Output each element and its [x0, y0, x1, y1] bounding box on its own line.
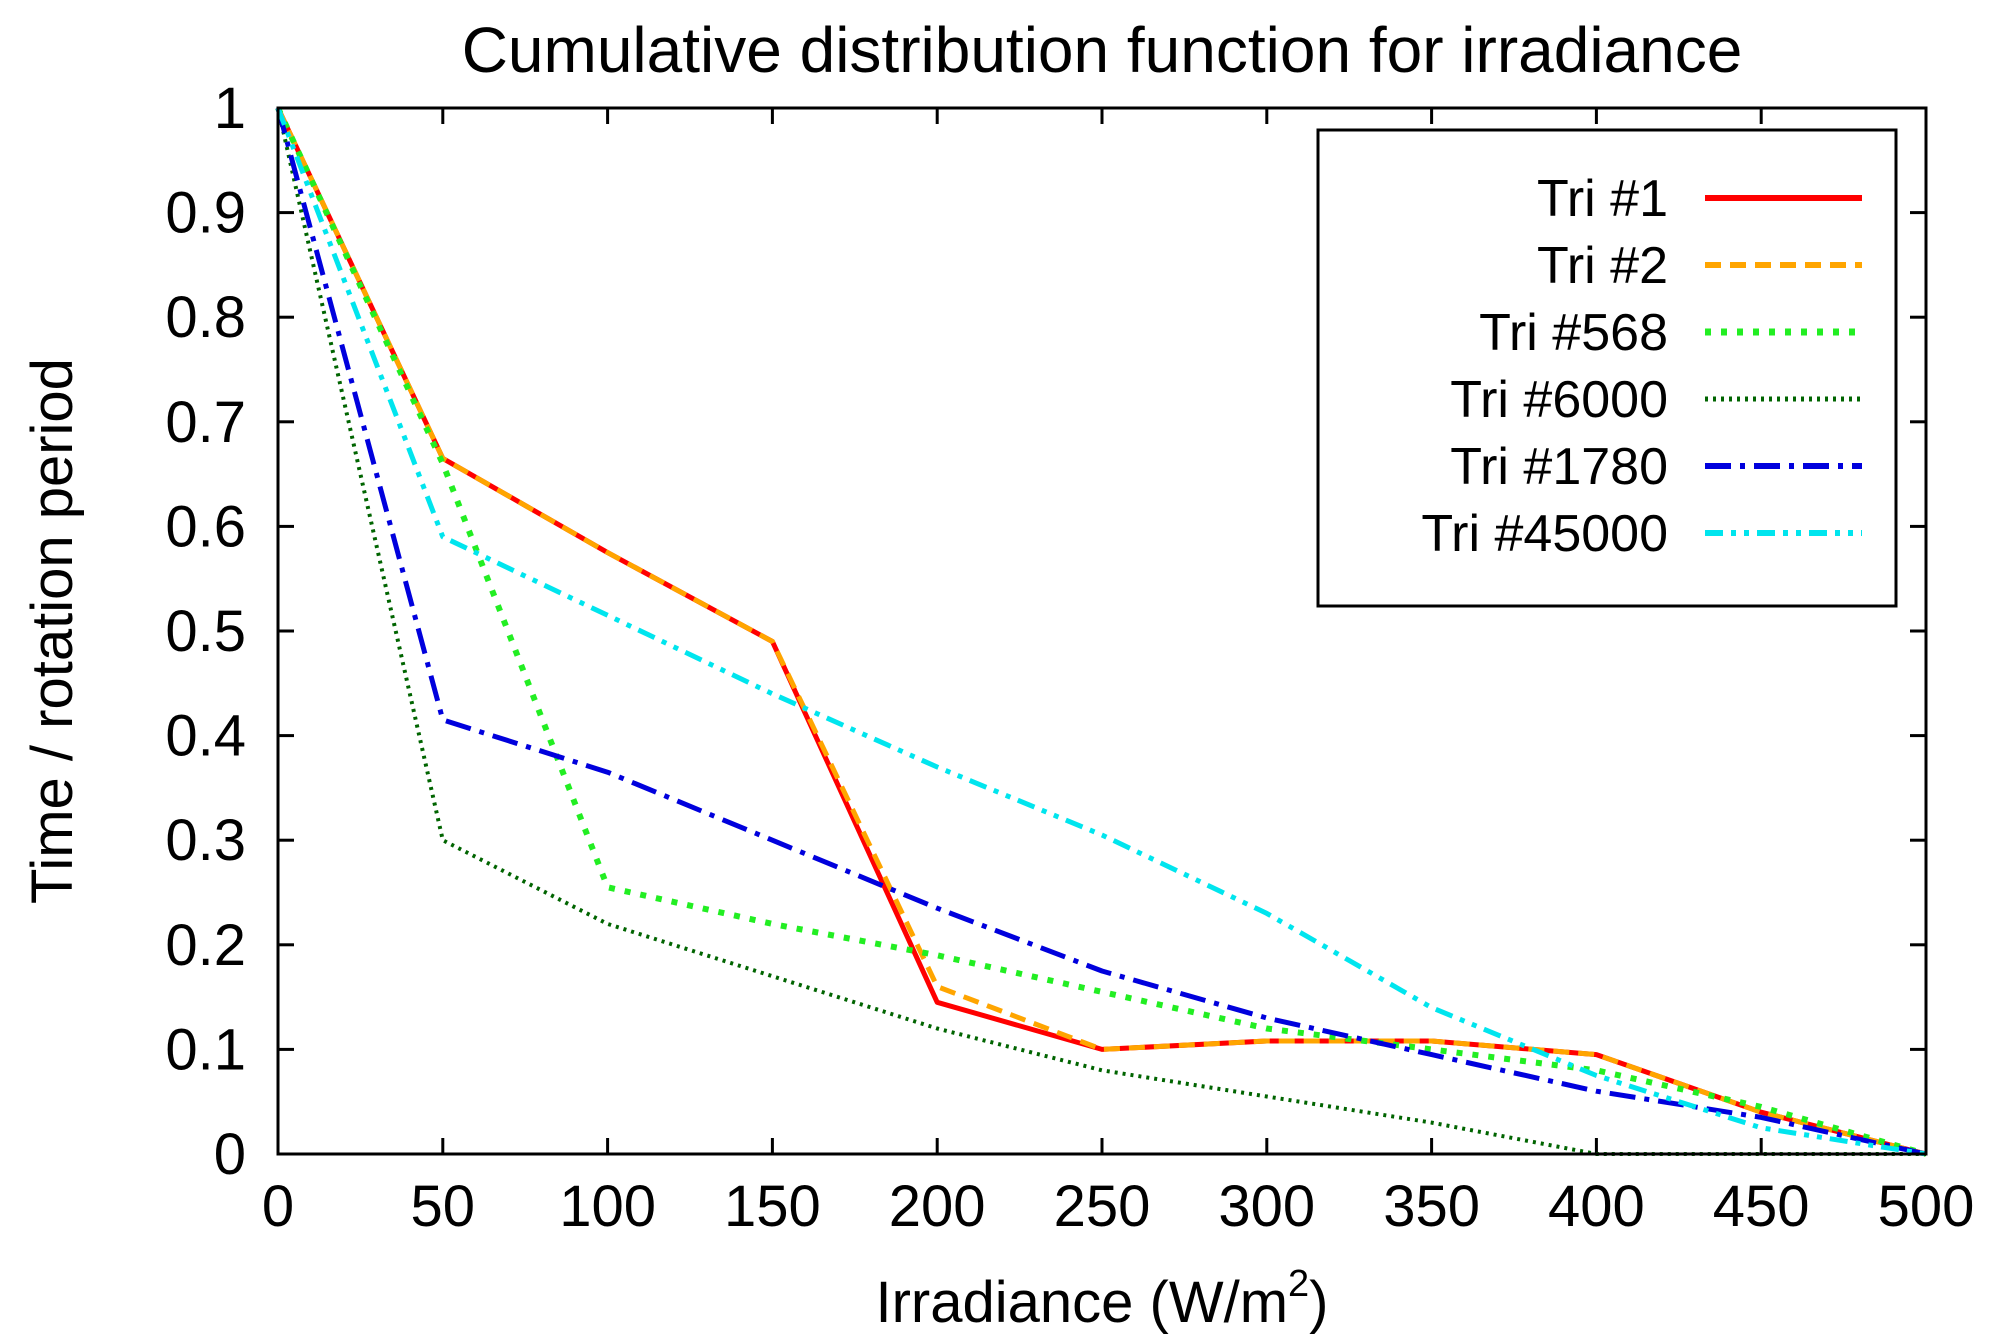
- x-tick-label: 350: [1383, 1174, 1480, 1239]
- x-axis-title: Irradiance (W/m2): [876, 1263, 1329, 1335]
- x-tick-label: 150: [724, 1174, 821, 1239]
- x-tick-label: 400: [1548, 1174, 1645, 1239]
- legend: Tri #1 Tri #2 Tri #568 Tri #6000 Tri #1780 Tr…: [1316, 128, 1898, 608]
- x-tick-label: 200: [889, 1174, 986, 1239]
- series-line-tri-1780: [275, 107, 1927, 1157]
- x-tick-label: 50: [411, 1174, 476, 1239]
- chart-title: Cumulative distribution function for irr…: [462, 14, 1743, 86]
- y-tick-label: 0.8: [165, 285, 246, 350]
- legend-label: Tri #1: [1537, 170, 1668, 228]
- legend-label: Tri #568: [1479, 304, 1668, 362]
- x-tick-label: 250: [1054, 1174, 1151, 1239]
- y-tick-label: 0.1: [165, 1017, 246, 1082]
- y-tick-label: 0.9: [165, 181, 246, 246]
- legend-box: [1316, 128, 1898, 608]
- y-tick-label: 0: [214, 1122, 246, 1187]
- x-tick-label: 300: [1218, 1174, 1315, 1239]
- plot-lines: [275, 106, 1927, 1157]
- legend-label: Tri #45000: [1421, 505, 1668, 563]
- y-axis-title: Time / rotation period: [20, 358, 85, 904]
- series-line-tri-45000: [275, 107, 1927, 1157]
- x-tick-label: 450: [1713, 1174, 1810, 1239]
- series-line-tri-6000: [276, 107, 1926, 1156]
- tick-labels: 0 50 100 150 200 250 300 350 400 450 500 0 0.1 0.2 0.3…: [165, 76, 1974, 1239]
- x-axis-title-close: ): [1309, 1270, 1328, 1335]
- x-tick-label: 0: [262, 1174, 294, 1239]
- y-tick-label: 0.7: [165, 390, 246, 455]
- x-tick-label: 100: [559, 1174, 656, 1239]
- y-tick-label: 0.6: [165, 494, 246, 559]
- y-tick-label: 0.5: [165, 599, 246, 664]
- series-line-tri-2: [275, 106, 1927, 1157]
- y-tick-label: 0.3: [165, 808, 246, 873]
- x-tick-label: 500: [1878, 1174, 1975, 1239]
- y-tick-label: 0.2: [165, 913, 246, 978]
- series-line-tri-568: [275, 106, 1927, 1157]
- y-tick-label: 1: [214, 76, 246, 141]
- x-axis-title-superscript: 2: [1288, 1263, 1309, 1305]
- legend-label: Tri #2: [1537, 237, 1668, 295]
- legend-label: Tri #6000: [1450, 371, 1668, 429]
- plot-frame: [276, 106, 1928, 1156]
- y-tick-label: 0.4: [165, 704, 246, 769]
- x-axis-title-main: Irradiance (W/m: [876, 1270, 1289, 1335]
- legend-label: Tri #1780: [1450, 438, 1668, 496]
